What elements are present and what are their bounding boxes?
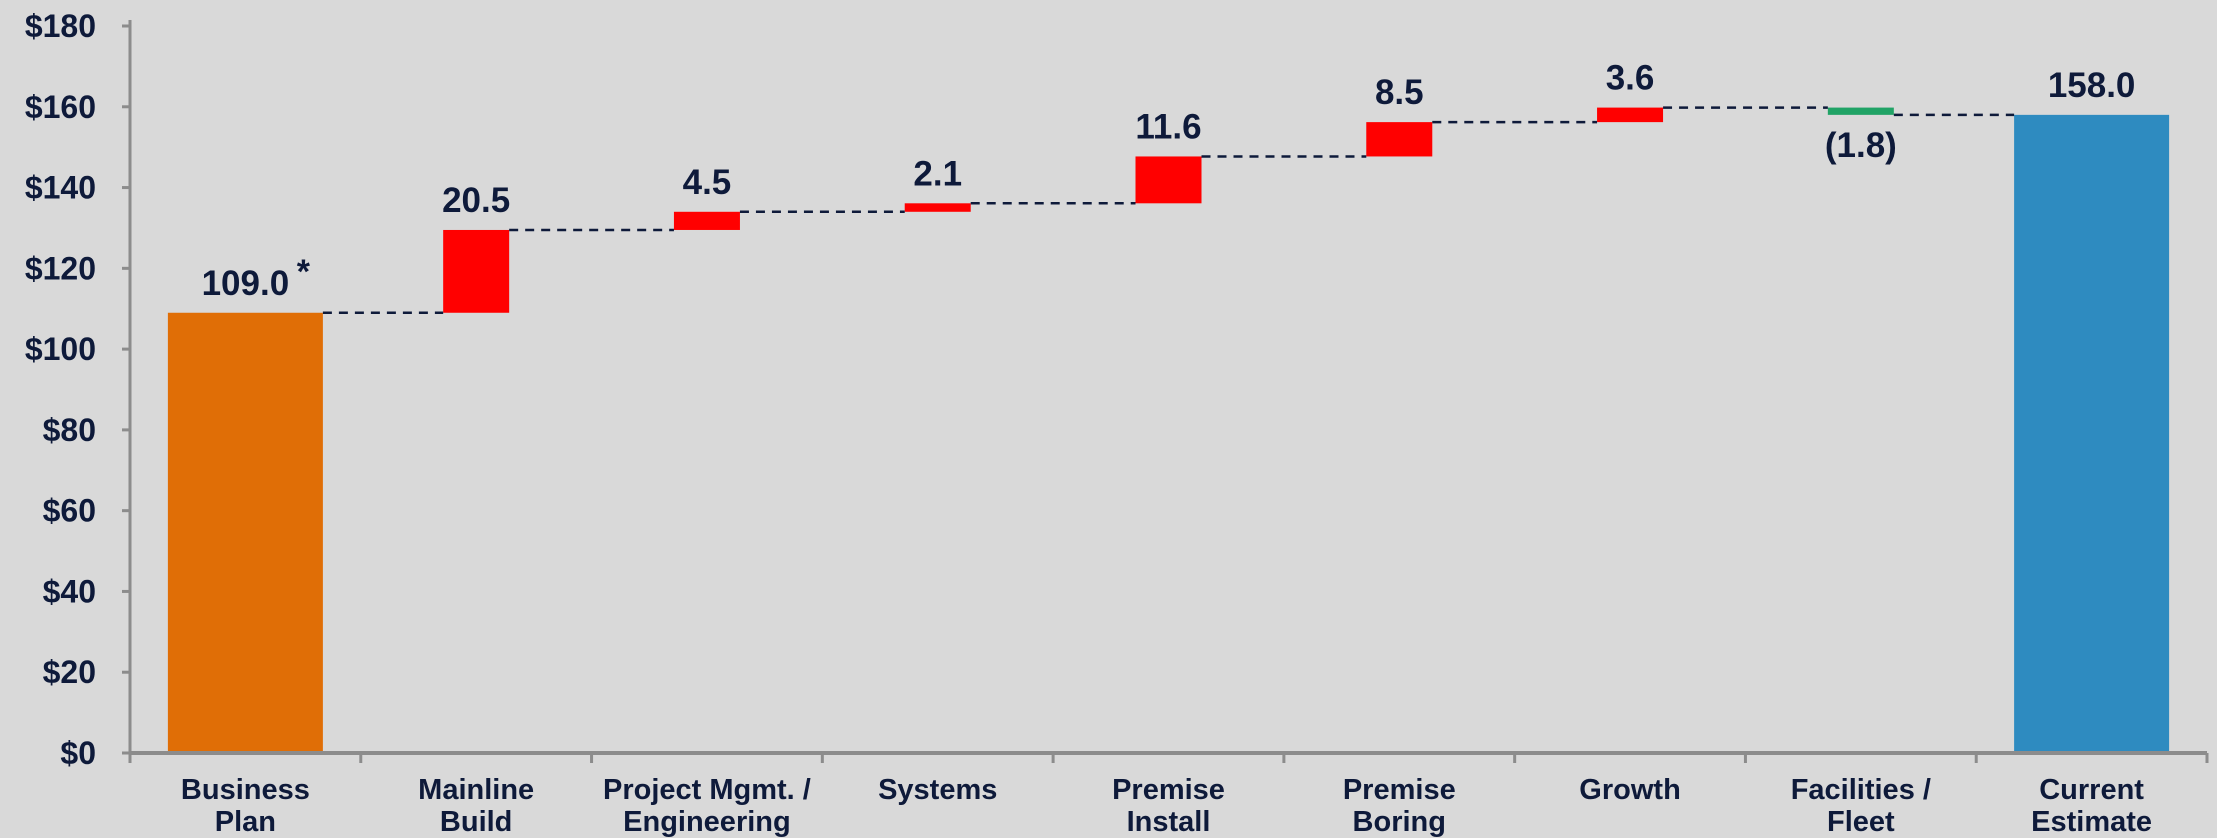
axes (128, 20, 2209, 763)
category-label: Boring (1353, 806, 1446, 838)
decrease-bar (1827, 107, 1894, 115)
category-label: Current (2039, 774, 2144, 806)
category-label: Plan (215, 806, 276, 838)
category-label: Build (440, 806, 513, 838)
increase-bar (904, 203, 971, 212)
category-label: Project Mgmt. / (603, 774, 811, 806)
increase-bar (673, 211, 740, 230)
data-label: 20.5 (442, 181, 510, 220)
y-tick-label: $0 (60, 735, 96, 771)
total-bar (167, 312, 323, 753)
increase-bar (1135, 156, 1202, 204)
y-tick-label: $40 (43, 573, 96, 609)
bars (167, 107, 2170, 754)
data-label: 11.6 (1135, 107, 1201, 146)
y-tick-label: $160 (25, 89, 96, 125)
footnote-marker: * (297, 253, 311, 291)
category-label: Premise (1343, 774, 1456, 806)
y-tick-label: $20 (43, 654, 96, 690)
category-label: Premise (1112, 774, 1225, 806)
y-axis-ticks: $0 $20 $40 $60 $80 $100 $120 $140 $160 $180 (25, 8, 130, 771)
y-tick-label: $180 (25, 8, 96, 44)
category-label: Engineering (623, 806, 791, 838)
total-bar (2014, 114, 2170, 754)
category-label: Business (181, 774, 310, 806)
data-label: 8.5 (1375, 73, 1424, 112)
data-label: 4.5 (683, 163, 732, 202)
y-tick-label: $80 (43, 412, 96, 448)
category-label: Fleet (1827, 806, 1895, 838)
data-label: 2.1 (913, 154, 962, 193)
data-label: 158.0 (2048, 66, 2136, 105)
data-labels: 109.0 * 20.5 4.5 2.1 11.6 8.5 3.6 (1.8) 158.0 (202, 59, 2136, 303)
category-label: Systems (878, 774, 997, 806)
category-label: Install (1127, 806, 1211, 838)
increase-bar (1597, 107, 1664, 123)
category-label: Facilities / (1791, 774, 1931, 806)
data-label: 109.0 (202, 264, 290, 303)
increase-bar (1366, 122, 1433, 157)
y-tick-label: $120 (25, 250, 96, 286)
category-label: Estimate (2031, 806, 2152, 838)
y-tick-label: $60 (43, 493, 96, 529)
data-label: (1.8) (1825, 126, 1897, 165)
data-label: 3.6 (1606, 59, 1655, 98)
connector-lines (322, 106, 2015, 315)
y-tick-label: $140 (25, 170, 96, 206)
category-label: Mainline (418, 774, 534, 806)
increase-bar (443, 229, 510, 313)
category-label: Growth (1579, 774, 1681, 806)
y-tick-label: $100 (25, 331, 96, 367)
